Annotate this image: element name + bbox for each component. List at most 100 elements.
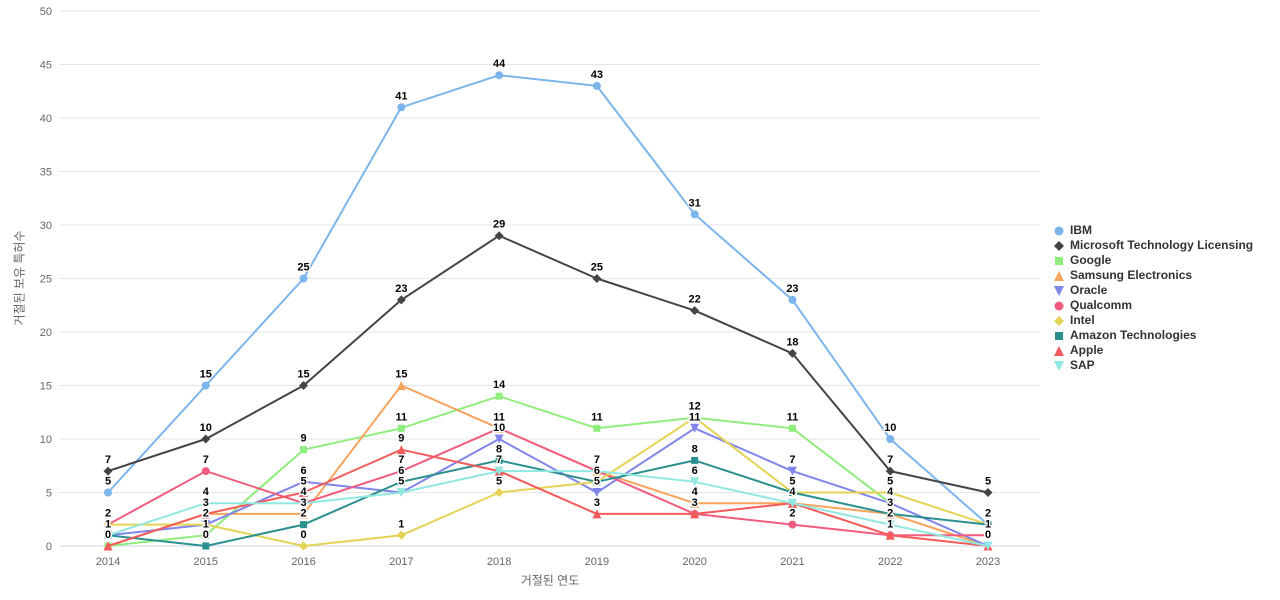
data-label: 4: [203, 486, 210, 498]
data-label: 5: [300, 476, 306, 488]
data-label: 1: [203, 518, 209, 530]
data-label: 5: [594, 476, 600, 488]
triangle-down-legend-icon: [1054, 285, 1064, 296]
data-point: [397, 424, 405, 432]
data-label: 25: [297, 262, 309, 274]
triangle-down-legend-icon: [1054, 360, 1064, 371]
legend-item-sap[interactable]: SAP: [1053, 358, 1253, 373]
data-point: [983, 541, 993, 551]
data-label: 5: [789, 476, 795, 488]
y-tick-label: 5: [46, 488, 52, 500]
legend-item-google[interactable]: Google: [1053, 253, 1253, 268]
data-labels: 5152541444331231027101523292522187501911…: [104, 57, 993, 542]
triangle-legend-icon: [1054, 345, 1064, 356]
y-axis-title: 거절된 보유 특허수: [12, 230, 27, 326]
data-label: 7: [105, 454, 111, 466]
y-tick-label: 15: [40, 381, 52, 393]
series-ibm: [104, 71, 992, 529]
data-label: 5: [887, 476, 893, 488]
diamond-legend-icon: [1054, 315, 1064, 326]
data-label: 0: [105, 529, 111, 541]
legend-label: Microsoft Technology Licensing: [1070, 238, 1254, 252]
data-label: 5: [496, 476, 502, 488]
data-point: [984, 521, 992, 529]
legend-item-ibm[interactable]: IBM: [1053, 223, 1253, 238]
data-point: [104, 488, 112, 497]
data-point: [494, 231, 504, 241]
data-point: [201, 467, 210, 476]
x-tick-label: 2022: [878, 556, 902, 568]
x-tick-label: 2015: [194, 556, 218, 568]
x-tick-label: 2020: [682, 556, 706, 568]
data-point: [397, 467, 406, 476]
data-label: 8: [692, 443, 698, 455]
y-tick-label: 10: [40, 434, 52, 446]
legend-item-qualcomm[interactable]: Qualcomm: [1053, 298, 1253, 313]
legend-item-apple[interactable]: Apple: [1053, 343, 1253, 358]
data-point: [885, 530, 895, 540]
data-point: [787, 348, 797, 358]
data-label: 2: [203, 508, 209, 520]
data-point: [885, 520, 895, 530]
data-point: [690, 498, 700, 508]
data-point: [201, 381, 210, 390]
data-label: 0: [985, 529, 991, 541]
data-point: [788, 295, 797, 304]
data-point: [592, 509, 602, 519]
x-tick-label: 2018: [487, 556, 511, 568]
data-label: 43: [591, 69, 603, 81]
series-line: [107, 234, 989, 494]
data-point: [788, 489, 796, 496]
data-point: [201, 498, 211, 508]
data-point: [299, 381, 309, 390]
legend-item-microsoft-technology-licensing[interactable]: Microsoft Technology Licensing: [1053, 238, 1253, 253]
series-microsoft-technology-licensing: [103, 231, 993, 497]
data-label: 0: [300, 529, 306, 541]
data-label: 11: [493, 411, 505, 423]
x-tick-label: 2019: [585, 556, 609, 568]
legend-label: SAP: [1070, 358, 1095, 372]
legend-item-amazon-technologies[interactable]: Amazon Technologies: [1053, 328, 1253, 343]
diamond-legend-icon: [1054, 240, 1064, 251]
data-label: 0: [105, 529, 111, 541]
data-label: 0: [985, 529, 991, 541]
data-label: 7: [203, 454, 209, 466]
data-label: 2: [887, 508, 893, 520]
circle-legend-icon: [1054, 226, 1064, 235]
data-point: [397, 103, 406, 112]
data-point: [396, 295, 406, 305]
data-point: [494, 488, 504, 497]
data-label: 2: [789, 508, 795, 520]
data-label: 25: [591, 262, 603, 274]
data-label: 5: [105, 476, 111, 488]
data-point: [690, 509, 700, 519]
data-point: [495, 392, 503, 400]
y-tick-label: 20: [40, 327, 52, 339]
data-label: 5: [398, 476, 404, 488]
data-point: [787, 498, 797, 508]
data-point: [202, 542, 210, 550]
data-point: [299, 498, 309, 508]
data-point: [397, 478, 405, 486]
data-label: 23: [786, 283, 798, 295]
legend-item-intel[interactable]: Intel: [1053, 313, 1253, 328]
data-label: 3: [887, 497, 893, 509]
data-label: 3: [203, 497, 209, 509]
legend-item-samsung-electronics[interactable]: Samsung Electronics: [1053, 268, 1253, 283]
data-label: 15: [297, 369, 309, 381]
data-point: [886, 510, 894, 518]
legend-item-oracle[interactable]: Oracle: [1053, 283, 1253, 298]
data-point: [983, 488, 993, 497]
x-tick-label: 2014: [96, 556, 120, 568]
data-point: [299, 509, 309, 519]
data-label: 3: [692, 497, 698, 509]
data-point: [984, 531, 992, 540]
x-tick-label: 2021: [780, 556, 804, 568]
data-point: [885, 488, 895, 497]
y-tick-label: 0: [46, 541, 52, 553]
data-point: [690, 413, 700, 423]
data-point: [885, 466, 895, 476]
data-label: 2: [985, 508, 991, 520]
data-label: 15: [200, 369, 212, 381]
